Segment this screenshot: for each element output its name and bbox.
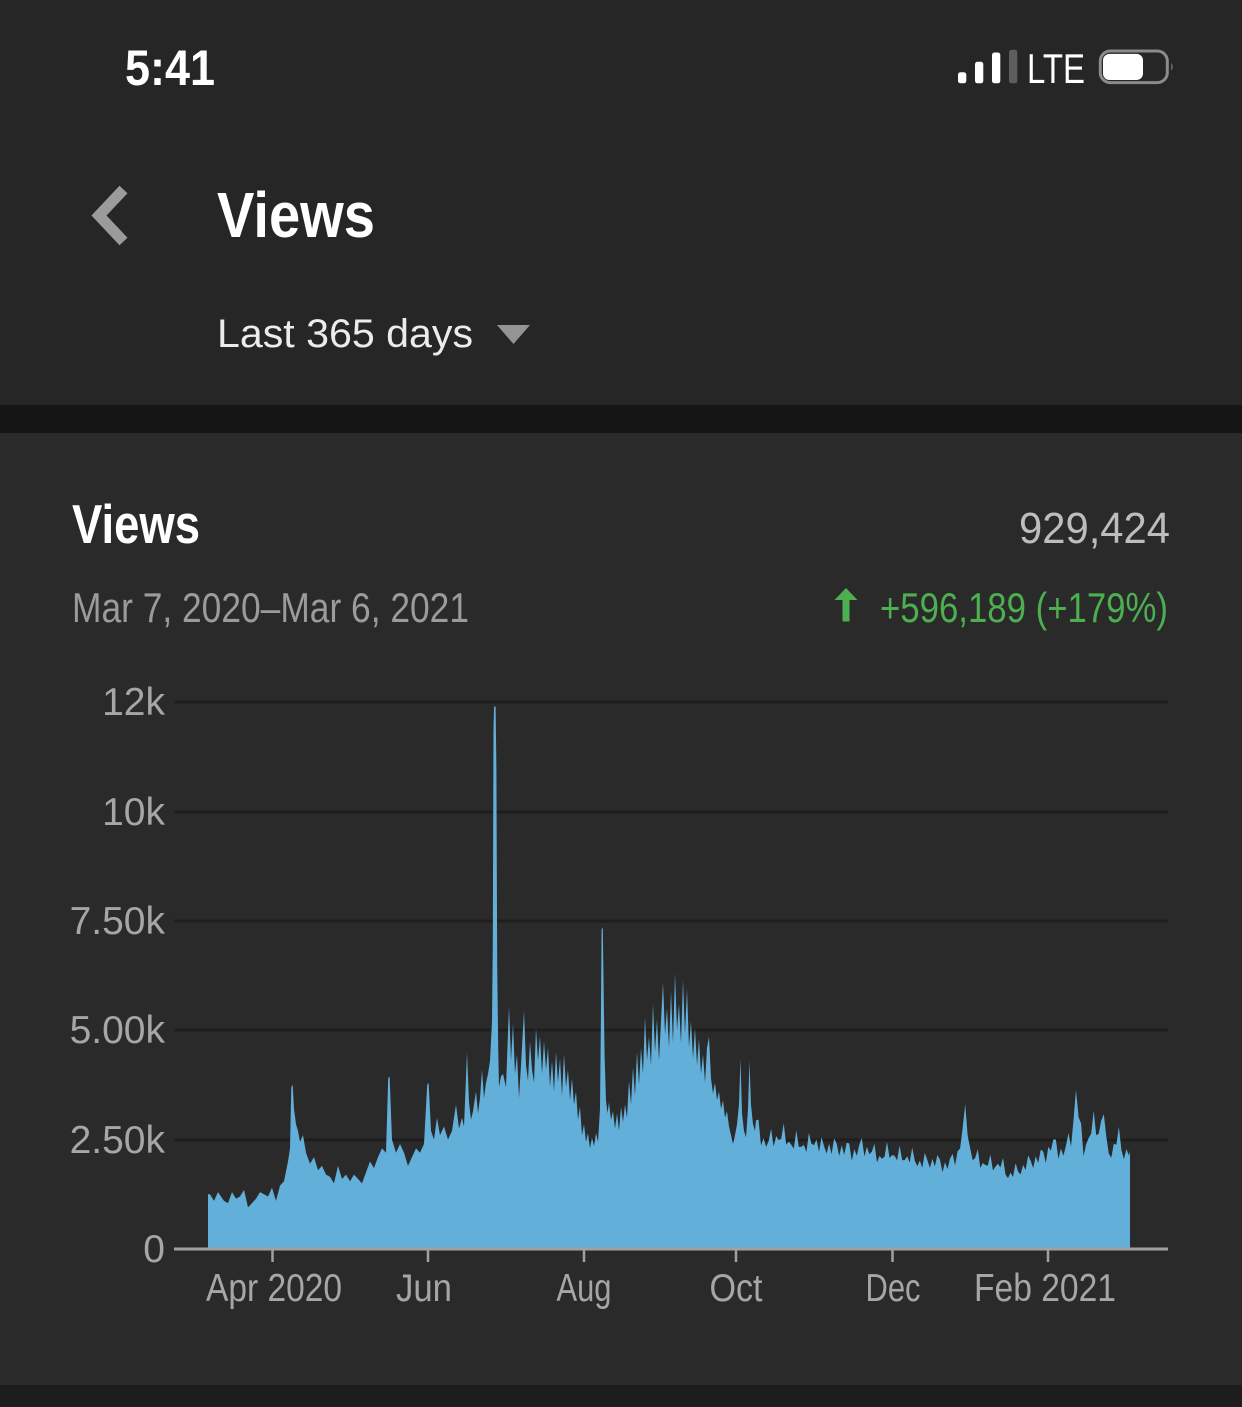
svg-text:Mar 7, 2020–Mar 6, 2021: Mar 7, 2020–Mar 6, 2021	[72, 584, 469, 631]
svg-text:2.50k: 2.50k	[70, 1119, 166, 1162]
svg-text:LTE: LTE	[1027, 45, 1085, 92]
svg-text:5:41: 5:41	[125, 40, 215, 96]
svg-text:929,424: 929,424	[1019, 504, 1170, 553]
svg-text:Views: Views	[217, 179, 375, 251]
svg-text:Views: Views	[72, 493, 200, 555]
svg-text:0: 0	[143, 1228, 165, 1271]
svg-text:7.50k: 7.50k	[70, 900, 166, 943]
svg-text:Apr 2020: Apr 2020	[206, 1267, 342, 1310]
svg-text:Last 365 days: Last 365 days	[217, 312, 473, 356]
svg-text:12k: 12k	[102, 681, 165, 724]
svg-text:Aug: Aug	[557, 1267, 612, 1310]
svg-text:Dec: Dec	[866, 1267, 921, 1310]
svg-text:Jun: Jun	[396, 1267, 452, 1310]
svg-text:10k: 10k	[102, 791, 165, 834]
svg-text:5.00k: 5.00k	[70, 1009, 166, 1052]
svg-text:Oct: Oct	[710, 1267, 763, 1310]
svg-text:Feb 2021: Feb 2021	[974, 1267, 1116, 1310]
svg-text:+596,189 (+179%): +596,189 (+179%)	[880, 584, 1168, 631]
